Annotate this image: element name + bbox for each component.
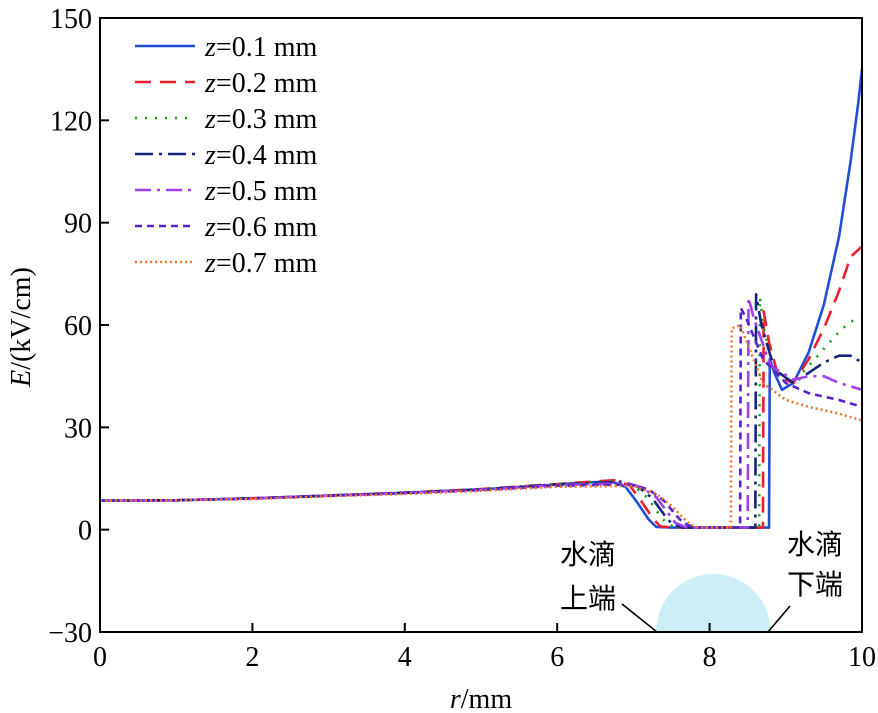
legend-label-5: z=0.5 mm [204, 176, 317, 207]
y-axis-label: E/(kV/cm) [6, 267, 37, 388]
y-tick-label: 60 [64, 311, 92, 342]
y-tick-label: 0 [78, 516, 92, 547]
legend: z=0.1 mm z=0.2 mm z=0.3 mm z=0.4 mm z=0.5 mm… [135, 32, 317, 279]
legend-label-6: z=0.6 mm [204, 212, 317, 243]
y-axis-unit: /(kV/cm) [6, 267, 37, 370]
upper-end-label-line2: 上端 [560, 582, 616, 615]
series-layer [99, 69, 864, 529]
x-tick-label: 8 [703, 642, 717, 673]
droplet-annotations: 水滴 上端 水滴 下端 [560, 528, 843, 633]
x-tick-label: 6 [550, 642, 564, 673]
x-tick-label: 10 [848, 642, 876, 673]
x-tick-label: 4 [398, 642, 412, 673]
upper-end-leader [621, 603, 658, 633]
legend-label-1: z=0.1 mm [204, 32, 317, 63]
y-tick-label: 30 [64, 413, 92, 444]
y-tick-label: 120 [50, 106, 92, 137]
y-axis-var: E [6, 370, 37, 388]
lower-end-label-line2: 下端 [787, 568, 843, 601]
series-line-6 [99, 306, 863, 529]
legend-label-3: z=0.3 mm [204, 104, 317, 135]
x-tick-label: 0 [93, 642, 107, 673]
series-line-2 [99, 245, 863, 529]
upper-end-label-line1: 水滴 [560, 538, 616, 571]
series-line-5 [99, 296, 863, 529]
y-tick-label: −30 [48, 618, 92, 649]
legend-label-4: z=0.4 mm [204, 140, 317, 171]
y-tick-label: 150 [50, 4, 92, 35]
x-tick-label: 2 [245, 642, 259, 673]
droplet-layer [656, 574, 771, 632]
x-axis-var: r [450, 684, 461, 713]
lower-end-leader [767, 605, 791, 633]
x-axis-label: r/mm [450, 684, 512, 713]
legend-label-7: z=0.7 mm [204, 248, 317, 279]
legend-label-2: z=0.2 mm [204, 68, 317, 99]
x-axis-unit: /mm [461, 684, 513, 713]
y-tick-label: 90 [64, 209, 92, 240]
lower-end-label-line1: 水滴 [787, 528, 843, 561]
series-line-1 [99, 69, 864, 529]
water-droplet [656, 574, 771, 632]
